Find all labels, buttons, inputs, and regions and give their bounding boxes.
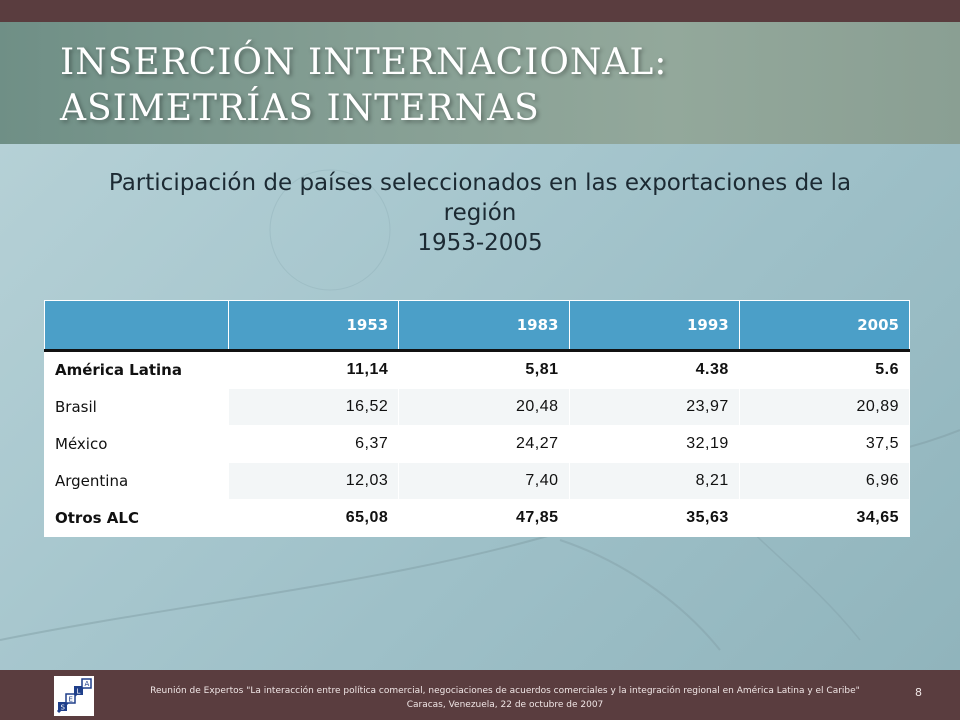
table-cell: 4.38 (568, 349, 740, 389)
row-label-mexico: México (44, 425, 229, 463)
table-cell: 7,40 (398, 462, 570, 500)
subtitle-line-1: Participación de países seleccionados en… (108, 170, 852, 196)
row-label-argentina: Argentina (44, 462, 229, 500)
table-cell: 8,21 (568, 462, 740, 500)
table-cell: 5,81 (398, 349, 570, 389)
row-label-brasil: Brasil (44, 388, 229, 426)
table-cell: 24,27 (398, 425, 570, 463)
exports-share-table: 1953 1983 1993 2005 América Latina 11,14… (44, 300, 911, 537)
footer-line-1: Reunión de Expertos "La interacción entr… (150, 686, 860, 696)
logo-letter: E (69, 696, 73, 704)
table-row: Brasil 16,52 20,48 23,97 20,89 (44, 388, 911, 426)
top-bar (0, 0, 960, 22)
table-cell: 20,48 (398, 388, 570, 426)
table-header-corner (44, 300, 229, 351)
table-cell: 12,03 (227, 462, 400, 500)
table-cell: 65,08 (227, 499, 400, 537)
title-band (0, 22, 960, 144)
table-cell: 5.6 (738, 349, 911, 389)
table-header-1993: 1993 (568, 300, 740, 351)
table-cell: 11,14 (227, 349, 400, 389)
table-header-1953: 1953 (227, 300, 400, 351)
logo-letter: S (61, 704, 66, 712)
footer-bar (0, 670, 960, 720)
table-cell: 37,5 (738, 425, 911, 463)
table-cell: 34,65 (738, 499, 911, 537)
footer-line-2: Caracas, Venezuela, 22 de octubre de 200… (406, 700, 604, 710)
table-row: América Latina 11,14 5,81 4.38 5.6 (44, 349, 911, 389)
table-header-row: 1953 1983 1993 2005 (44, 300, 911, 351)
footer-text: Reunión de Expertos "La interacción entr… (110, 684, 900, 712)
table-row: Argentina 12,03 7,40 8,21 6,96 (44, 462, 911, 500)
sela-logo: S E L A (54, 676, 94, 716)
subtitle-line-3: 1953-2005 (417, 230, 543, 256)
table-row: México 6,37 24,27 32,19 37,5 (44, 425, 911, 463)
slide-subtitle: Participación de países seleccionados en… (40, 168, 920, 258)
table-cell: 6,96 (738, 462, 911, 500)
row-label-otros-alc: Otros ALC (44, 499, 229, 537)
logo-letter: L (77, 688, 81, 696)
table-row: Otros ALC 65,08 47,85 35,63 34,65 (44, 499, 911, 537)
table-cell: 35,63 (568, 499, 740, 537)
page-number: 8 (915, 686, 922, 699)
logo-letter: A (85, 680, 90, 688)
table-cell: 47,85 (398, 499, 570, 537)
subtitle-line-2: región (443, 200, 517, 226)
table-cell: 16,52 (227, 388, 400, 426)
table-cell: 32,19 (568, 425, 740, 463)
table-cell: 20,89 (738, 388, 911, 426)
table-header-1983: 1983 (398, 300, 570, 351)
table-header-2005: 2005 (738, 300, 911, 351)
row-label-america-latina: América Latina (44, 349, 229, 389)
table-cell: 6,37 (227, 425, 400, 463)
slide-title: INSERCIÓN INTERNACIONAL: ASIMETRÍAS INTE… (60, 42, 668, 129)
table-cell: 23,97 (568, 388, 740, 426)
